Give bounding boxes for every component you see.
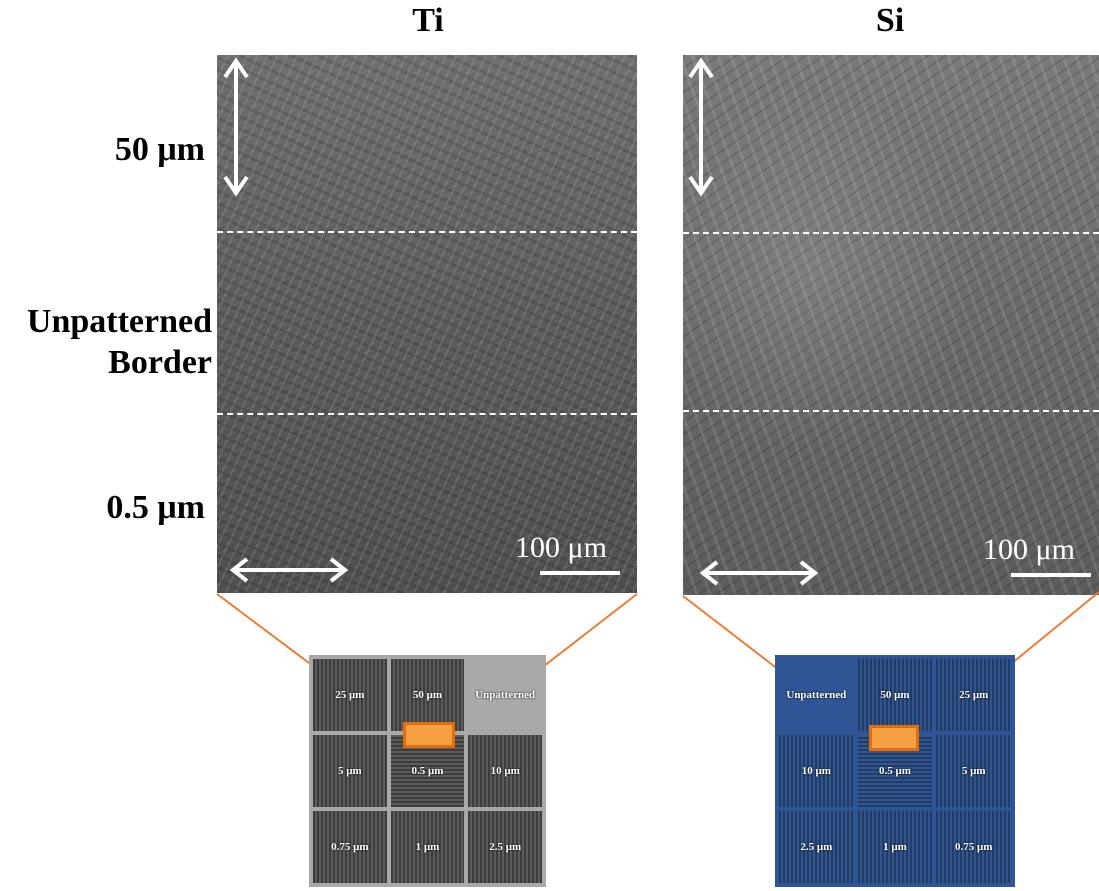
si-grid-cell: 1 μm (857, 811, 933, 883)
ti-grid-cell: 25 μm (313, 659, 387, 731)
ti-grid-cell: 10 μm (468, 735, 542, 807)
ti-grid-cell: 0.75 μm (313, 811, 387, 883)
si-grid-cell-label: 5 μm (961, 765, 986, 777)
si-panel-title: Si (875, 2, 905, 39)
si-vertical-arrow-icon (688, 57, 714, 197)
si-border-bottom-line (683, 410, 1099, 412)
ti-grid-cell-label: 50 μm (412, 689, 443, 701)
ti-grid-cell-label: 25 μm (335, 689, 365, 701)
si-grid-cell-label: 1 μm (883, 841, 907, 853)
ti-scale-bar (540, 571, 620, 575)
row-label-middle-line2: Border (108, 343, 212, 381)
si-grid-cell-label: 0.75 μm (954, 841, 993, 853)
si-horizontal-arrow-icon (699, 560, 819, 586)
si-grid-cell: Unpatterned (779, 659, 854, 731)
row-label-bottom: 0.5 μm (106, 489, 205, 526)
si-grid-cell: 5 μm (936, 735, 1011, 807)
ti-grid-cell-label: 2.5 μm (489, 841, 522, 853)
ti-pattern-grid: 25 μm 50 μm Unpatterned 5 μm 0.5 μm 10 μm 0.75… (309, 655, 546, 887)
ti-grid-cell: Unpatterned (468, 659, 542, 731)
ti-border-top-line (217, 231, 637, 233)
ti-grid-cell-label: 5 μm (338, 765, 362, 777)
si-highlight-box (869, 725, 919, 751)
si-border-top-line (683, 232, 1099, 234)
si-pattern-grid: Unpatterned 50 μm 25 μm 10 μm 0.5 μm 5 μm 2.5 … (775, 655, 1015, 887)
ti-grid-cell-label: 1 μm (415, 841, 440, 853)
ti-grid-cell: 5 μm (313, 735, 387, 807)
ti-scale-label: 100 μm (515, 531, 607, 564)
ti-grid-cell: 2.5 μm (468, 811, 542, 883)
si-grid-cell-label: 50 μm (880, 689, 910, 701)
ti-grid-cell: 50 μm (390, 659, 465, 731)
ti-panel-title: Ti (412, 2, 444, 39)
row-label-middle: Unpatterned Border (0, 302, 212, 384)
si-grid-cell-label: 25 μm (959, 689, 989, 701)
ti-highlight-box (403, 722, 455, 748)
ti-sem-image: 100 μm (217, 55, 637, 593)
row-label-top: 50 μm (114, 131, 205, 168)
ti-horizontal-arrow-icon (229, 557, 349, 583)
ti-grid-cell-label: 0.5 μm (411, 765, 444, 777)
ti-grid-cell-label: 10 μm (490, 765, 520, 777)
si-grid-cell-label: 10 μm (801, 765, 831, 777)
si-grid-cell: 0.75 μm (936, 811, 1011, 883)
si-scale-bar (1011, 573, 1091, 577)
ti-vertical-arrow-icon (223, 57, 249, 197)
ti-grid-cell: 1 μm (390, 811, 465, 883)
si-grid-cell: 25 μm (936, 659, 1011, 731)
si-grid-cell: 10 μm (779, 735, 854, 807)
si-scale-label: 100 μm (983, 533, 1075, 566)
si-grid-cell-label: 2.5 μm (800, 841, 833, 853)
si-sem-image: 100 μm (683, 55, 1099, 595)
si-grid-cell-label: 0.5 μm (879, 765, 911, 777)
si-grid-cell-label: Unpatterned (786, 689, 847, 701)
ti-border-bottom-line (217, 413, 637, 415)
si-grid-cell: 50 μm (857, 659, 933, 731)
si-grid-cell: 2.5 μm (779, 811, 854, 883)
ti-grid-cell-label: Unpatterned (475, 689, 536, 701)
ti-grid-cell-label: 0.75 μm (331, 841, 369, 853)
row-label-middle-line1: Unpatterned (26, 303, 212, 340)
